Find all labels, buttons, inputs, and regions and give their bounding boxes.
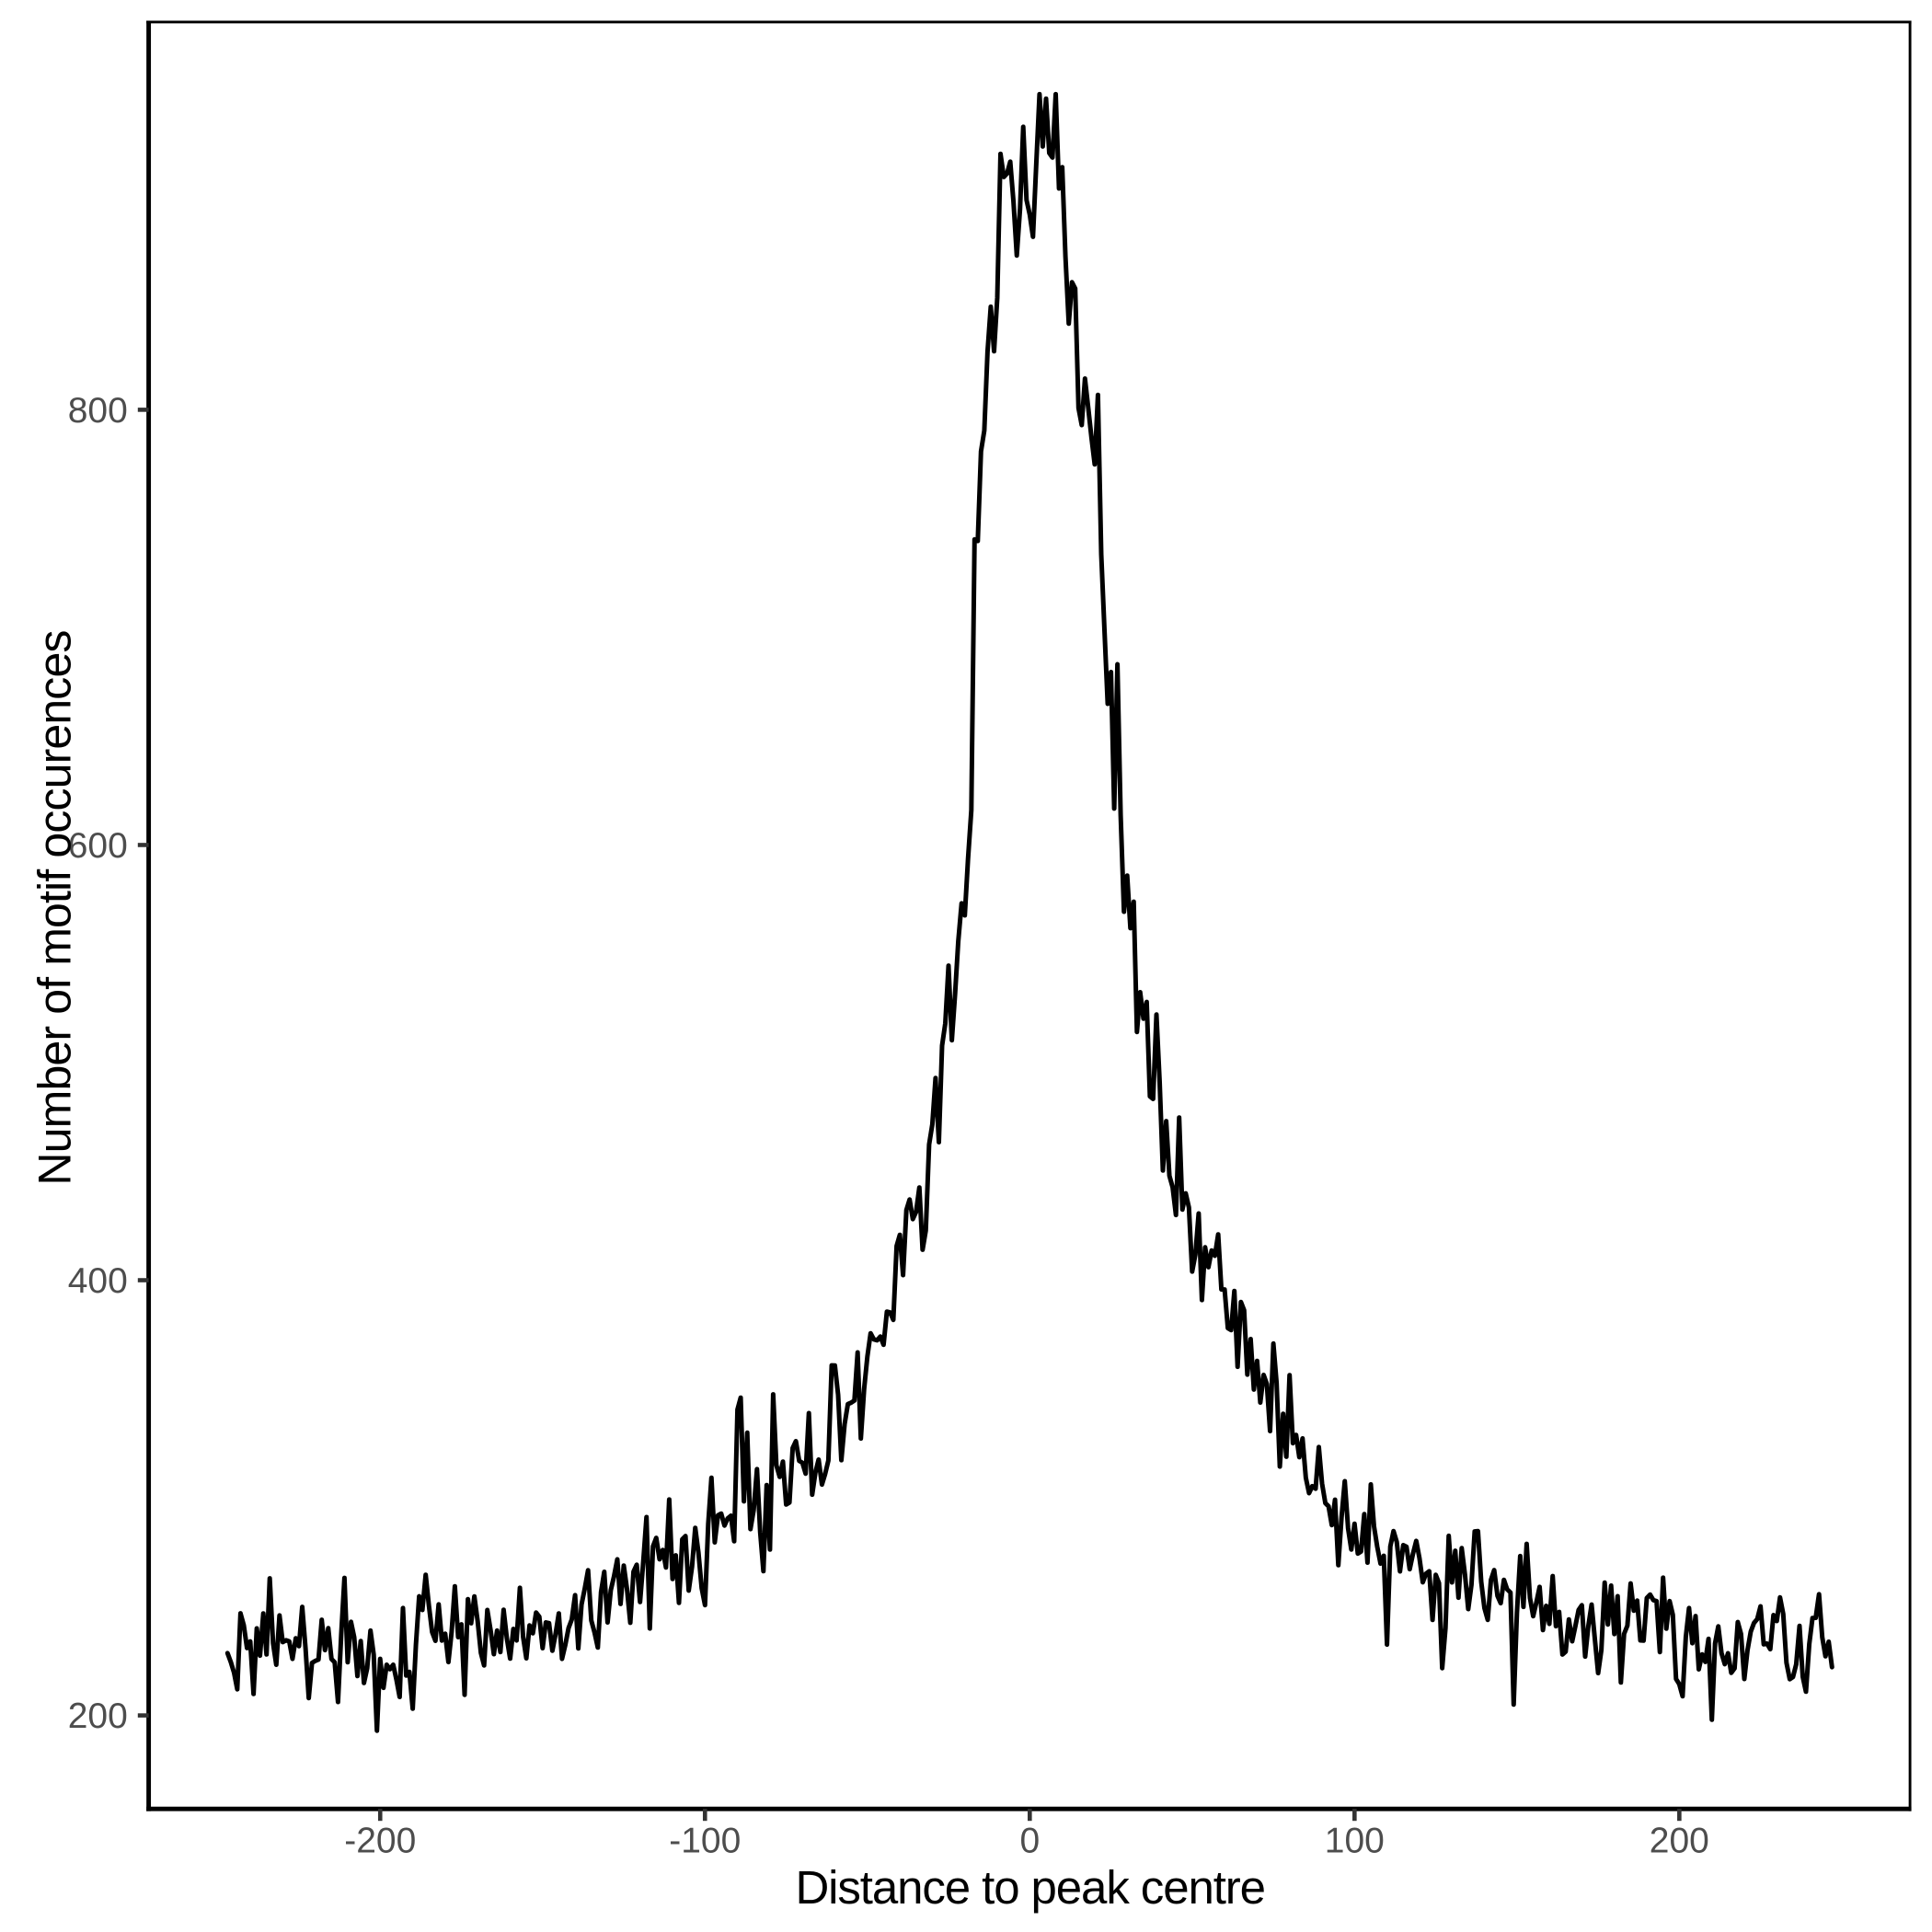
svg-text:200: 200 <box>68 1696 128 1736</box>
svg-text:200: 200 <box>1650 1822 1709 1861</box>
svg-text:-100: -100 <box>669 1822 741 1861</box>
svg-text:400: 400 <box>68 1261 128 1301</box>
svg-text:-200: -200 <box>344 1822 416 1861</box>
svg-text:100: 100 <box>1325 1822 1385 1861</box>
svg-text:Distance to peak centre: Distance to peak centre <box>795 1861 1265 1914</box>
svg-text:600: 600 <box>68 826 128 866</box>
svg-text:800: 800 <box>68 391 128 431</box>
svg-text:Number of motif occurences: Number of motif occurences <box>29 630 81 1185</box>
svg-text:0: 0 <box>1019 1822 1040 1861</box>
